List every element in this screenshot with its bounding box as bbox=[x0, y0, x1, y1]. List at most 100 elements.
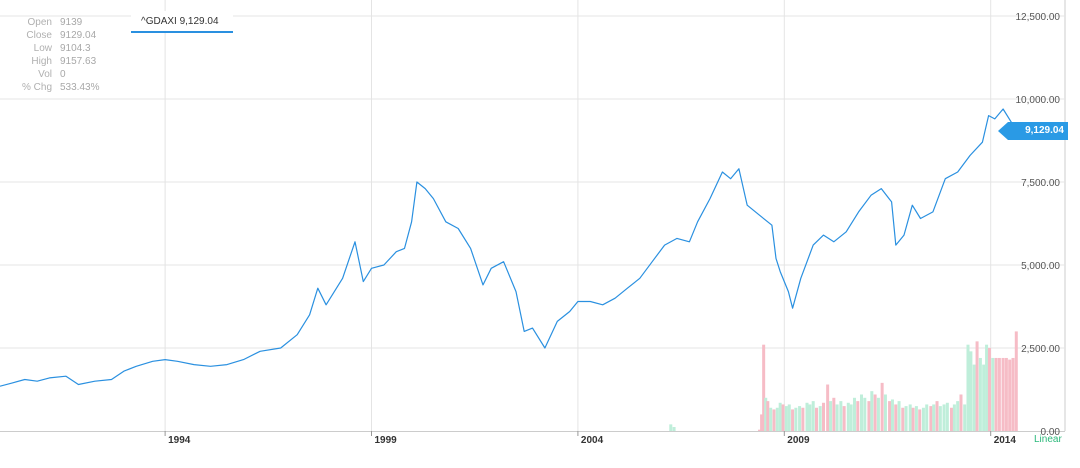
volume-bar bbox=[863, 397, 867, 431]
volume-bar bbox=[929, 406, 933, 431]
volume-bar bbox=[801, 407, 805, 431]
volume-bar bbox=[897, 401, 901, 431]
ohlc-label: Close bbox=[26, 30, 52, 41]
ohlc-row: % Chg 533.43% bbox=[8, 81, 100, 94]
volume-bar bbox=[991, 357, 995, 431]
volume-bar bbox=[987, 348, 991, 431]
x-tick-label: 2004 bbox=[581, 435, 604, 446]
ohlc-value: 533.43% bbox=[60, 82, 100, 93]
x-tick-label: 2009 bbox=[787, 435, 810, 446]
volume-bar bbox=[842, 406, 846, 431]
volume-bar bbox=[832, 397, 836, 431]
volume-bar bbox=[901, 407, 905, 431]
volume-bar bbox=[949, 407, 953, 431]
volume-bar bbox=[826, 384, 830, 431]
volume-bar bbox=[918, 409, 922, 431]
volume-bar bbox=[775, 407, 779, 431]
ohlc-row: Close 9129.04 bbox=[8, 29, 99, 42]
volume-bar bbox=[975, 341, 979, 431]
y-tick-label: 5,000.00 bbox=[1021, 261, 1060, 272]
y-tick-label: 12,500.00 bbox=[1016, 12, 1061, 23]
volume-bar bbox=[1001, 357, 1005, 431]
volume-bar bbox=[791, 409, 795, 431]
ohlc-label: High bbox=[31, 56, 52, 67]
volume-bar bbox=[972, 364, 976, 431]
volume-bar bbox=[978, 357, 982, 431]
volume-bar bbox=[846, 402, 850, 431]
volume-bar bbox=[839, 401, 843, 431]
x-tick-label: 1999 bbox=[375, 435, 398, 446]
volume-bar bbox=[997, 357, 1001, 431]
ohlc-value: 0 bbox=[60, 69, 66, 80]
volume-bar bbox=[932, 404, 936, 431]
volume-bar bbox=[758, 429, 762, 431]
volume-bar bbox=[982, 364, 986, 431]
volume-bar bbox=[808, 404, 812, 431]
volume-bar bbox=[672, 427, 676, 431]
volume-bar bbox=[778, 402, 782, 431]
ohlc-panel: Open 9139 Close 9129.04 Low 9104.3 High 9157.63… bbox=[8, 16, 100, 94]
volume-bar bbox=[945, 402, 949, 431]
price-line bbox=[0, 108, 1020, 387]
volume-bar bbox=[890, 399, 894, 431]
volume-bar bbox=[764, 397, 768, 431]
ohlc-value: 9104.3 bbox=[60, 43, 91, 54]
volume-bar bbox=[835, 404, 839, 431]
y-tick-label: 0.00 bbox=[1041, 427, 1061, 438]
ohlc-value: 9129.04 bbox=[60, 30, 97, 41]
volume-bar bbox=[985, 344, 989, 431]
volume-bar bbox=[829, 401, 833, 431]
volume-bar bbox=[798, 406, 802, 431]
current-price-tag: 9,129.04 bbox=[998, 122, 1068, 140]
ohlc-value: 9157.63 bbox=[60, 56, 97, 67]
ohlc-label: Low bbox=[33, 43, 52, 54]
volume-bar bbox=[969, 351, 973, 431]
volume-bar bbox=[904, 406, 908, 431]
volume-bar bbox=[794, 407, 798, 431]
volume-bar bbox=[956, 401, 960, 431]
volume-bar bbox=[815, 407, 818, 431]
volume-bar bbox=[952, 404, 956, 431]
volume-bar bbox=[760, 414, 764, 431]
volume-bar bbox=[966, 344, 970, 431]
volume-bar bbox=[994, 357, 998, 431]
volume-bar bbox=[769, 407, 773, 431]
volume-bar bbox=[911, 407, 915, 431]
volume-bar bbox=[867, 401, 871, 431]
volume-bar bbox=[894, 404, 898, 431]
volume-bar bbox=[784, 406, 788, 431]
volume-bar bbox=[1008, 359, 1012, 431]
volume-bar bbox=[849, 404, 853, 431]
volume-bar bbox=[822, 402, 826, 431]
volume-bar bbox=[876, 397, 880, 431]
volume-bar bbox=[781, 404, 785, 431]
volume-bar bbox=[669, 424, 673, 431]
volume-bar bbox=[772, 409, 776, 431]
current-price-label: 9,129.04 bbox=[1025, 125, 1064, 136]
ticker-tab[interactable]: ^GDAXI 9,129.04 bbox=[131, 11, 233, 33]
volume-bar bbox=[888, 401, 892, 431]
y-tick-label: 10,000.00 bbox=[1016, 95, 1061, 106]
ohlc-label: % Chg bbox=[21, 82, 52, 93]
scale-mode-toggle[interactable]: Linear bbox=[1034, 434, 1062, 445]
volume-bar bbox=[856, 401, 860, 431]
ohlc-row: Vol 0 bbox=[8, 68, 99, 81]
volume-bar bbox=[1004, 357, 1008, 431]
x-tick-label: 1994 bbox=[168, 435, 191, 446]
volume-bar bbox=[787, 404, 791, 431]
volume-bar bbox=[811, 401, 815, 431]
volume-bar bbox=[908, 404, 912, 431]
ohlc-label: Vol bbox=[38, 69, 52, 80]
ohlc-row: Open 9139 bbox=[8, 16, 99, 29]
volume-bar bbox=[859, 394, 863, 431]
volume-bar bbox=[942, 404, 946, 431]
volume-bar bbox=[959, 394, 963, 431]
volume-bar bbox=[925, 404, 929, 431]
y-tick-label: 2,500.00 bbox=[1021, 344, 1060, 355]
volume-bar bbox=[938, 406, 942, 431]
volume-bar bbox=[883, 394, 887, 431]
ohlc-row: High 9157.63 bbox=[8, 55, 99, 68]
volume-bar bbox=[805, 402, 809, 431]
